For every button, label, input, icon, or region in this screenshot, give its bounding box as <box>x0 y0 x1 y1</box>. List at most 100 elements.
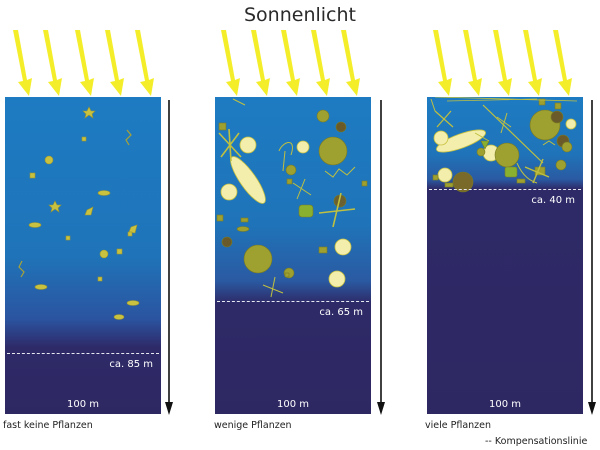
panel-caption: viele Pflanzen <box>425 420 492 431</box>
star-plankton-icon <box>262 276 284 298</box>
bottom-depth-label: 100 m <box>488 399 521 410</box>
water-column-3: ca. 40 m 100 m <box>427 97 583 414</box>
sun-ray-icon <box>493 30 512 96</box>
plankton-icon <box>127 231 133 237</box>
plankton-icon <box>452 171 474 193</box>
plankton-icon <box>476 147 486 157</box>
plankton-icon <box>324 166 356 178</box>
sun-ray-icon <box>221 30 240 96</box>
plankton-icon <box>116 248 123 255</box>
plankton-icon <box>113 314 125 320</box>
sunlight-arrows-3 <box>433 30 572 96</box>
plankton-icon <box>555 159 567 171</box>
sunlight-arrows-1 <box>13 30 154 96</box>
star-plankton-icon <box>434 110 454 128</box>
plankton-icon <box>538 98 546 106</box>
plankton-icon <box>361 180 368 187</box>
sunlight-arrows-2 <box>221 30 360 96</box>
plankton-icon <box>334 238 352 256</box>
legend: -- Kompensationslinie <box>485 436 587 447</box>
compensation-depth-label: ca. 65 m <box>319 307 363 318</box>
plankton-icon <box>318 246 328 254</box>
sun-ray-icon <box>13 30 32 96</box>
plankton-icon <box>542 140 556 146</box>
plankton-icon <box>278 142 293 172</box>
plankton-icon <box>218 122 227 131</box>
plankton-icon <box>220 183 238 201</box>
plankton-icon <box>328 270 346 288</box>
plankton-icon <box>285 164 297 176</box>
plankton-medium <box>216 98 368 298</box>
bottom-depth-label: 100 m <box>276 399 309 410</box>
plankton-icon <box>99 249 109 259</box>
plankton-icon <box>437 167 453 183</box>
star-plankton-icon <box>524 158 550 184</box>
sun-ray-icon <box>553 30 572 96</box>
plankton-icon <box>28 222 42 228</box>
plankton-icon <box>125 129 132 146</box>
plankton-icon <box>84 206 94 216</box>
diatom-icon <box>436 129 486 153</box>
plankton-icon <box>444 182 454 188</box>
radiolarian-icon <box>243 244 273 274</box>
water-column-2: ca. 65 m 100 m <box>215 97 371 414</box>
plankton-icon <box>565 118 577 130</box>
plankton-icon <box>432 174 439 181</box>
plankton-icon <box>434 97 578 102</box>
plankton-icon <box>34 284 48 290</box>
panel-caption: fast keine Pflanzen <box>3 420 93 431</box>
plankton-icon <box>44 155 54 165</box>
sun-ray-icon <box>75 30 94 96</box>
plankton-icon <box>480 140 490 150</box>
plankton-icon <box>335 121 347 133</box>
radiolarian-icon <box>318 136 348 166</box>
plankton-dense <box>430 97 578 193</box>
plankton-icon <box>65 235 71 241</box>
legend-label: Kompensationslinie <box>494 436 588 447</box>
star-plankton-icon <box>292 178 312 200</box>
star-plankton-icon <box>318 192 356 228</box>
panel-caption: wenige Pflanzen <box>214 420 292 431</box>
plankton-icon <box>516 178 526 184</box>
radiolarian-icon <box>494 142 520 168</box>
compensation-line <box>217 301 369 302</box>
star-plankton-icon <box>496 112 512 134</box>
plankton-icon <box>284 272 290 278</box>
sun-ray-icon <box>105 30 124 96</box>
plankton-icon <box>504 166 518 178</box>
sun-ray-icon <box>135 30 154 96</box>
sun-ray-icon <box>311 30 330 96</box>
plankton-icon <box>298 204 314 218</box>
plankton-icon <box>433 130 449 146</box>
plankton-icon <box>29 172 36 179</box>
plankton-icon <box>550 110 564 124</box>
plankton-icon <box>240 217 249 223</box>
diagram-title: Sonnenlicht <box>244 4 356 26</box>
plankton-icon <box>430 98 436 112</box>
depth-arrow <box>377 100 385 415</box>
plankton-icon <box>286 178 293 185</box>
plankton-icon <box>554 102 562 110</box>
plankton-icon <box>97 190 111 196</box>
diatom-icon <box>230 156 266 204</box>
plankton-icon <box>128 224 138 234</box>
compensation-line <box>429 189 581 190</box>
plankton-icon <box>126 300 140 306</box>
sun-ray-icon <box>463 30 482 96</box>
plankton-icon <box>296 140 310 154</box>
depth-arrow <box>165 100 173 415</box>
sun-ray-icon <box>433 30 452 96</box>
dashed-line-symbol: -- <box>485 436 492 447</box>
plankton-icon <box>48 200 62 213</box>
plankton-icon <box>97 276 103 282</box>
sun-ray-icon <box>523 30 542 96</box>
sun-ray-icon <box>251 30 270 96</box>
compensation-line <box>7 353 159 354</box>
plankton-icon <box>18 260 25 278</box>
plankton-icon <box>221 236 233 248</box>
plankton-icon <box>482 104 544 164</box>
plankton-icon <box>516 162 538 184</box>
plankton-icon <box>82 106 96 119</box>
plankton-icon <box>474 132 490 142</box>
plankton-icon <box>239 136 257 154</box>
